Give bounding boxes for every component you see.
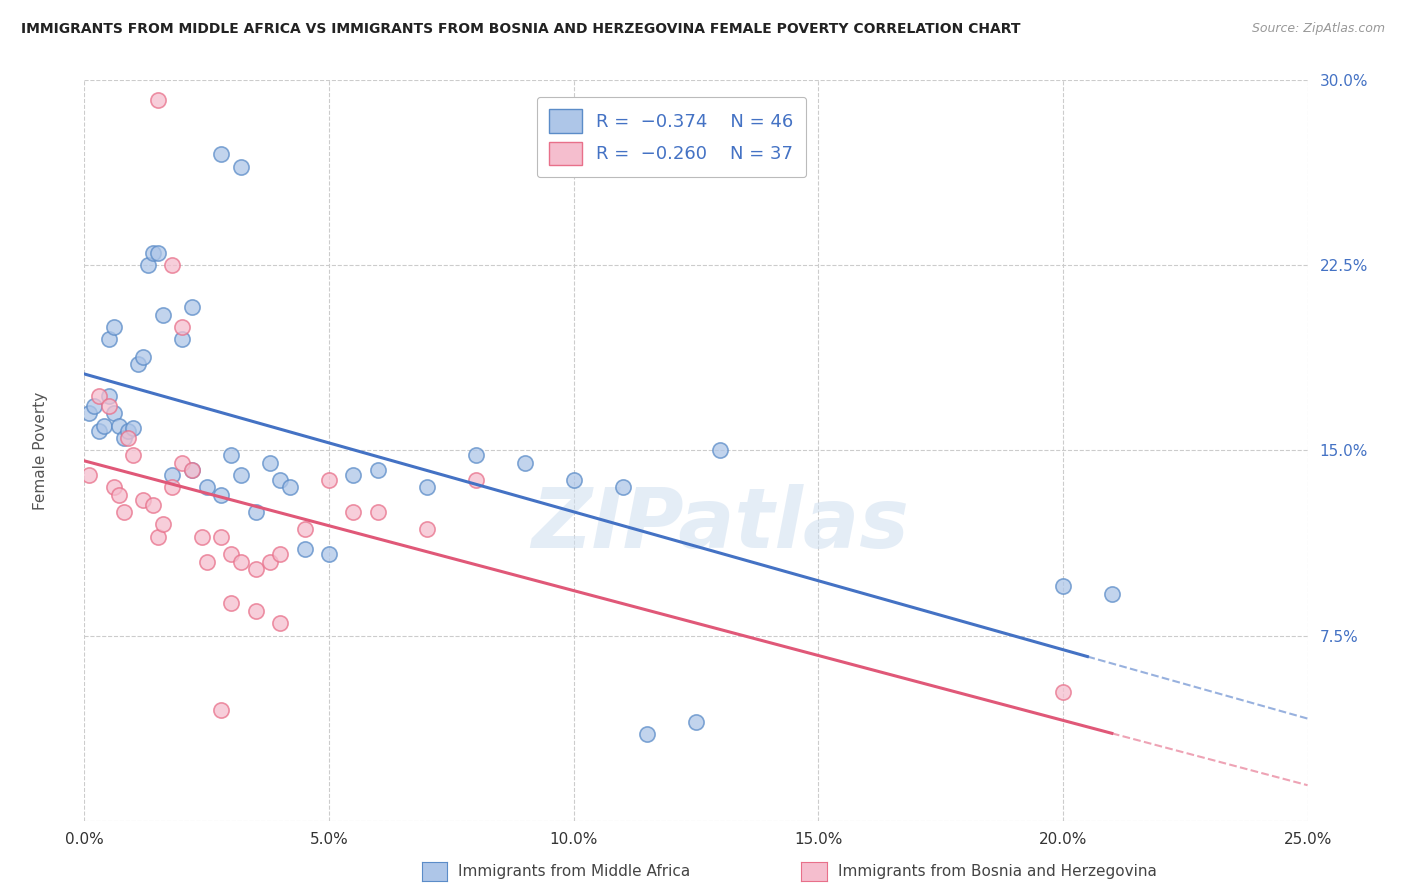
Point — [416, 523, 439, 537]
Point — [93, 418, 115, 433]
Point — [219, 597, 242, 611]
Point — [367, 505, 389, 519]
Point — [112, 431, 135, 445]
Point — [142, 246, 165, 260]
Text: Immigrants from Middle Africa: Immigrants from Middle Africa — [458, 864, 690, 879]
Point — [136, 259, 159, 273]
Point — [229, 160, 252, 174]
Point — [162, 480, 184, 494]
Point — [127, 357, 149, 371]
Point — [103, 480, 125, 494]
Point — [294, 542, 316, 557]
Point — [209, 530, 232, 544]
Point — [117, 431, 139, 445]
Point — [97, 389, 120, 403]
Point — [416, 480, 439, 494]
Point — [685, 714, 707, 729]
Point — [636, 727, 658, 741]
Point — [87, 424, 110, 438]
Point — [132, 350, 155, 364]
Point — [172, 320, 194, 334]
Point — [122, 421, 145, 435]
Point — [1101, 586, 1123, 600]
Point — [294, 523, 316, 537]
Point — [162, 259, 184, 273]
Point — [107, 488, 129, 502]
Point — [229, 554, 252, 569]
Point — [464, 473, 486, 487]
Point — [112, 505, 135, 519]
Point — [103, 320, 125, 334]
Text: IMMIGRANTS FROM MIDDLE AFRICA VS IMMIGRANTS FROM BOSNIA AND HERZEGOVINA FEMALE P: IMMIGRANTS FROM MIDDLE AFRICA VS IMMIGRA… — [21, 22, 1021, 37]
Point — [181, 463, 204, 477]
Point — [97, 399, 120, 413]
Point — [709, 443, 731, 458]
Point — [146, 530, 169, 544]
Point — [269, 616, 291, 631]
Point — [219, 547, 242, 561]
Text: Source: ZipAtlas.com: Source: ZipAtlas.com — [1251, 22, 1385, 36]
Point — [191, 530, 214, 544]
Point — [107, 418, 129, 433]
Point — [1052, 579, 1074, 593]
Point — [269, 547, 291, 561]
Point — [229, 468, 252, 483]
Point — [259, 554, 281, 569]
Point — [209, 147, 232, 161]
Point — [77, 407, 100, 421]
Point — [245, 562, 267, 576]
Point — [172, 332, 194, 346]
Point — [122, 449, 145, 463]
Text: Immigrants from Bosnia and Herzegovina: Immigrants from Bosnia and Herzegovina — [838, 864, 1157, 879]
Point — [1052, 685, 1074, 699]
Point — [562, 473, 585, 487]
Point — [117, 424, 139, 438]
Point — [132, 492, 155, 507]
Point — [195, 480, 218, 494]
Point — [146, 93, 169, 107]
Point — [146, 246, 169, 260]
Point — [172, 456, 194, 470]
Y-axis label: Female Poverty: Female Poverty — [32, 392, 48, 509]
Point — [245, 604, 267, 618]
Point — [318, 547, 340, 561]
Point — [77, 468, 100, 483]
Point — [464, 449, 486, 463]
Point — [612, 480, 634, 494]
Point — [259, 456, 281, 470]
Point — [318, 473, 340, 487]
Point — [342, 468, 364, 483]
Point — [513, 456, 536, 470]
Point — [342, 505, 364, 519]
Point — [97, 332, 120, 346]
Point — [245, 505, 267, 519]
Point — [103, 407, 125, 421]
Text: ZIPatlas: ZIPatlas — [531, 484, 910, 565]
Point — [219, 449, 242, 463]
Point — [181, 463, 204, 477]
Point — [367, 463, 389, 477]
Point — [87, 389, 110, 403]
Point — [209, 488, 232, 502]
Point — [162, 468, 184, 483]
Point — [142, 498, 165, 512]
Point — [181, 301, 204, 315]
Point — [152, 308, 174, 322]
Legend: R =  −0.374    N = 46, R =  −0.260    N = 37: R = −0.374 N = 46, R = −0.260 N = 37 — [537, 96, 806, 178]
Point — [209, 703, 232, 717]
Point — [195, 554, 218, 569]
Point — [83, 399, 105, 413]
Point — [152, 517, 174, 532]
Point — [269, 473, 291, 487]
Point — [278, 480, 301, 494]
